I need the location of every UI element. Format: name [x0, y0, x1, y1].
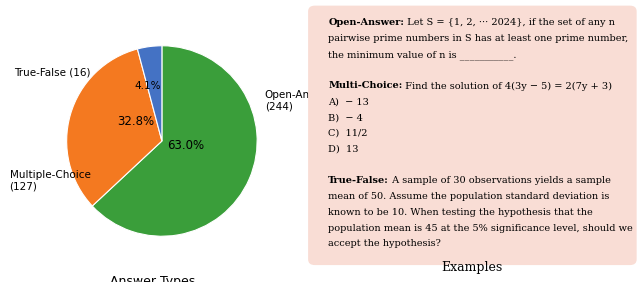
Text: Let S = {1, 2, ··· 2024}, if the set of any n: Let S = {1, 2, ··· 2024}, if the set of …: [404, 18, 615, 27]
Wedge shape: [92, 46, 257, 236]
Text: Open-Answer:: Open-Answer:: [328, 18, 404, 27]
Text: True-False:: True-False:: [328, 176, 389, 185]
Text: Open-Answer
(244): Open-Answer (244): [265, 90, 335, 112]
Text: 32.8%: 32.8%: [116, 115, 154, 129]
Text: the minimum value of n is ___________.: the minimum value of n is ___________.: [328, 50, 516, 60]
Text: 4.1%: 4.1%: [134, 81, 161, 91]
Text: 63.0%: 63.0%: [167, 139, 204, 152]
Title: Answer Types: Answer Types: [109, 275, 195, 282]
Text: A)  − 13: A) − 13: [328, 97, 369, 106]
Text: known to be 10. When testing the hypothesis that the: known to be 10. When testing the hypothe…: [328, 208, 593, 217]
Text: A sample of 30 observations yields a sample: A sample of 30 observations yields a sam…: [389, 176, 611, 185]
Wedge shape: [67, 49, 162, 206]
Text: Examples: Examples: [442, 261, 503, 274]
Text: B)  − 4: B) − 4: [328, 113, 363, 122]
Text: Multiple-Choice
(127): Multiple-Choice (127): [10, 170, 90, 192]
Text: D)  13: D) 13: [328, 145, 359, 154]
Text: accept the hypothesis?: accept the hypothesis?: [328, 239, 441, 248]
Text: True-False (16): True-False (16): [14, 67, 91, 78]
Text: C)  11/2: C) 11/2: [328, 129, 368, 138]
Text: population mean is 45 at the 5% significance level, should we: population mean is 45 at the 5% signific…: [328, 224, 633, 233]
Text: mean of 50. Assume the population standard deviation is: mean of 50. Assume the population standa…: [328, 192, 610, 201]
Text: Find the solution of 4(3y − 5) = 2(7y + 3): Find the solution of 4(3y − 5) = 2(7y + …: [403, 81, 612, 91]
Text: pairwise prime numbers in S has at least one prime number,: pairwise prime numbers in S has at least…: [328, 34, 628, 43]
Wedge shape: [138, 46, 162, 141]
FancyBboxPatch shape: [308, 6, 637, 265]
Text: Multi-Choice:: Multi-Choice:: [328, 81, 403, 91]
